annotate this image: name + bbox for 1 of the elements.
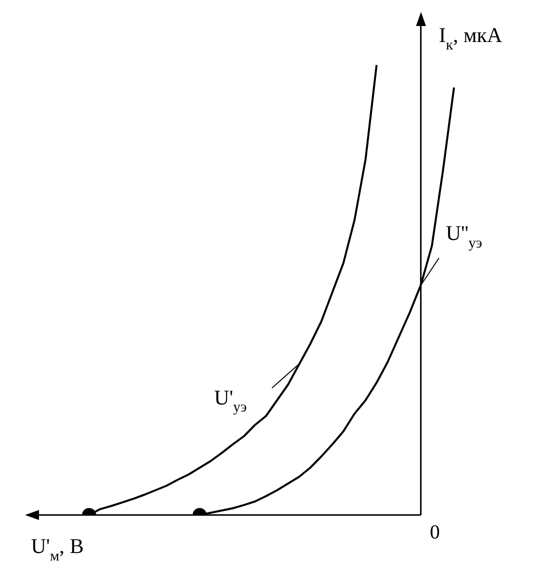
text: 0: [430, 521, 440, 544]
